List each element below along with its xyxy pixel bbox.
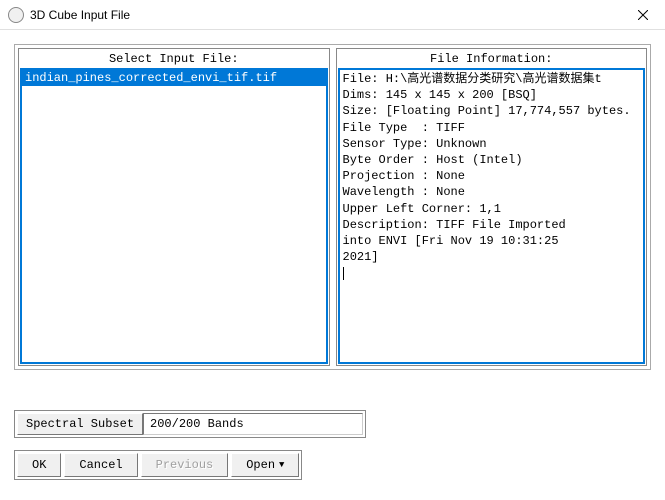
chevron-down-icon: ▼	[279, 460, 284, 470]
file-info-header: File Information:	[338, 50, 646, 68]
file-info-text: File: H:\高光谱数据分类研究\高光谱数据集t Dims: 145 x 1…	[343, 72, 631, 264]
close-button[interactable]	[620, 0, 665, 30]
file-list-item[interactable]: indian_pines_corrected_envi_tif.tif	[22, 70, 326, 86]
previous-button: Previous	[141, 453, 229, 477]
spectral-subset-value: 200/200 Bands	[143, 413, 363, 435]
file-info-body[interactable]: File: H:\高光谱数据分类研究\高光谱数据集t Dims: 145 x 1…	[338, 68, 646, 364]
dialog-content: Select Input File: indian_pines_correcte…	[0, 30, 665, 494]
select-input-header: Select Input File:	[20, 50, 328, 68]
open-button[interactable]: Open ▼	[231, 453, 299, 477]
file-list[interactable]: indian_pines_corrected_envi_tif.tif	[20, 68, 328, 364]
text-cursor	[343, 267, 344, 280]
file-selection-group: Select Input File: indian_pines_correcte…	[14, 44, 651, 370]
spectral-subset-group: Spectral Subset 200/200 Bands	[14, 410, 366, 438]
titlebar: 3D Cube Input File	[0, 0, 665, 30]
file-info-panel: File Information: File: H:\高光谱数据分类研究\高光谱…	[336, 48, 648, 366]
app-icon	[8, 7, 24, 23]
cancel-button[interactable]: Cancel	[64, 453, 137, 477]
ok-button[interactable]: OK	[17, 453, 61, 477]
window-title: 3D Cube Input File	[30, 8, 620, 22]
select-input-panel: Select Input File: indian_pines_correcte…	[18, 48, 330, 366]
close-icon	[638, 10, 648, 20]
spectral-subset-button[interactable]: Spectral Subset	[17, 413, 143, 435]
open-button-label: Open	[246, 458, 275, 472]
dialog-buttons: OK Cancel Previous Open ▼	[14, 450, 302, 480]
